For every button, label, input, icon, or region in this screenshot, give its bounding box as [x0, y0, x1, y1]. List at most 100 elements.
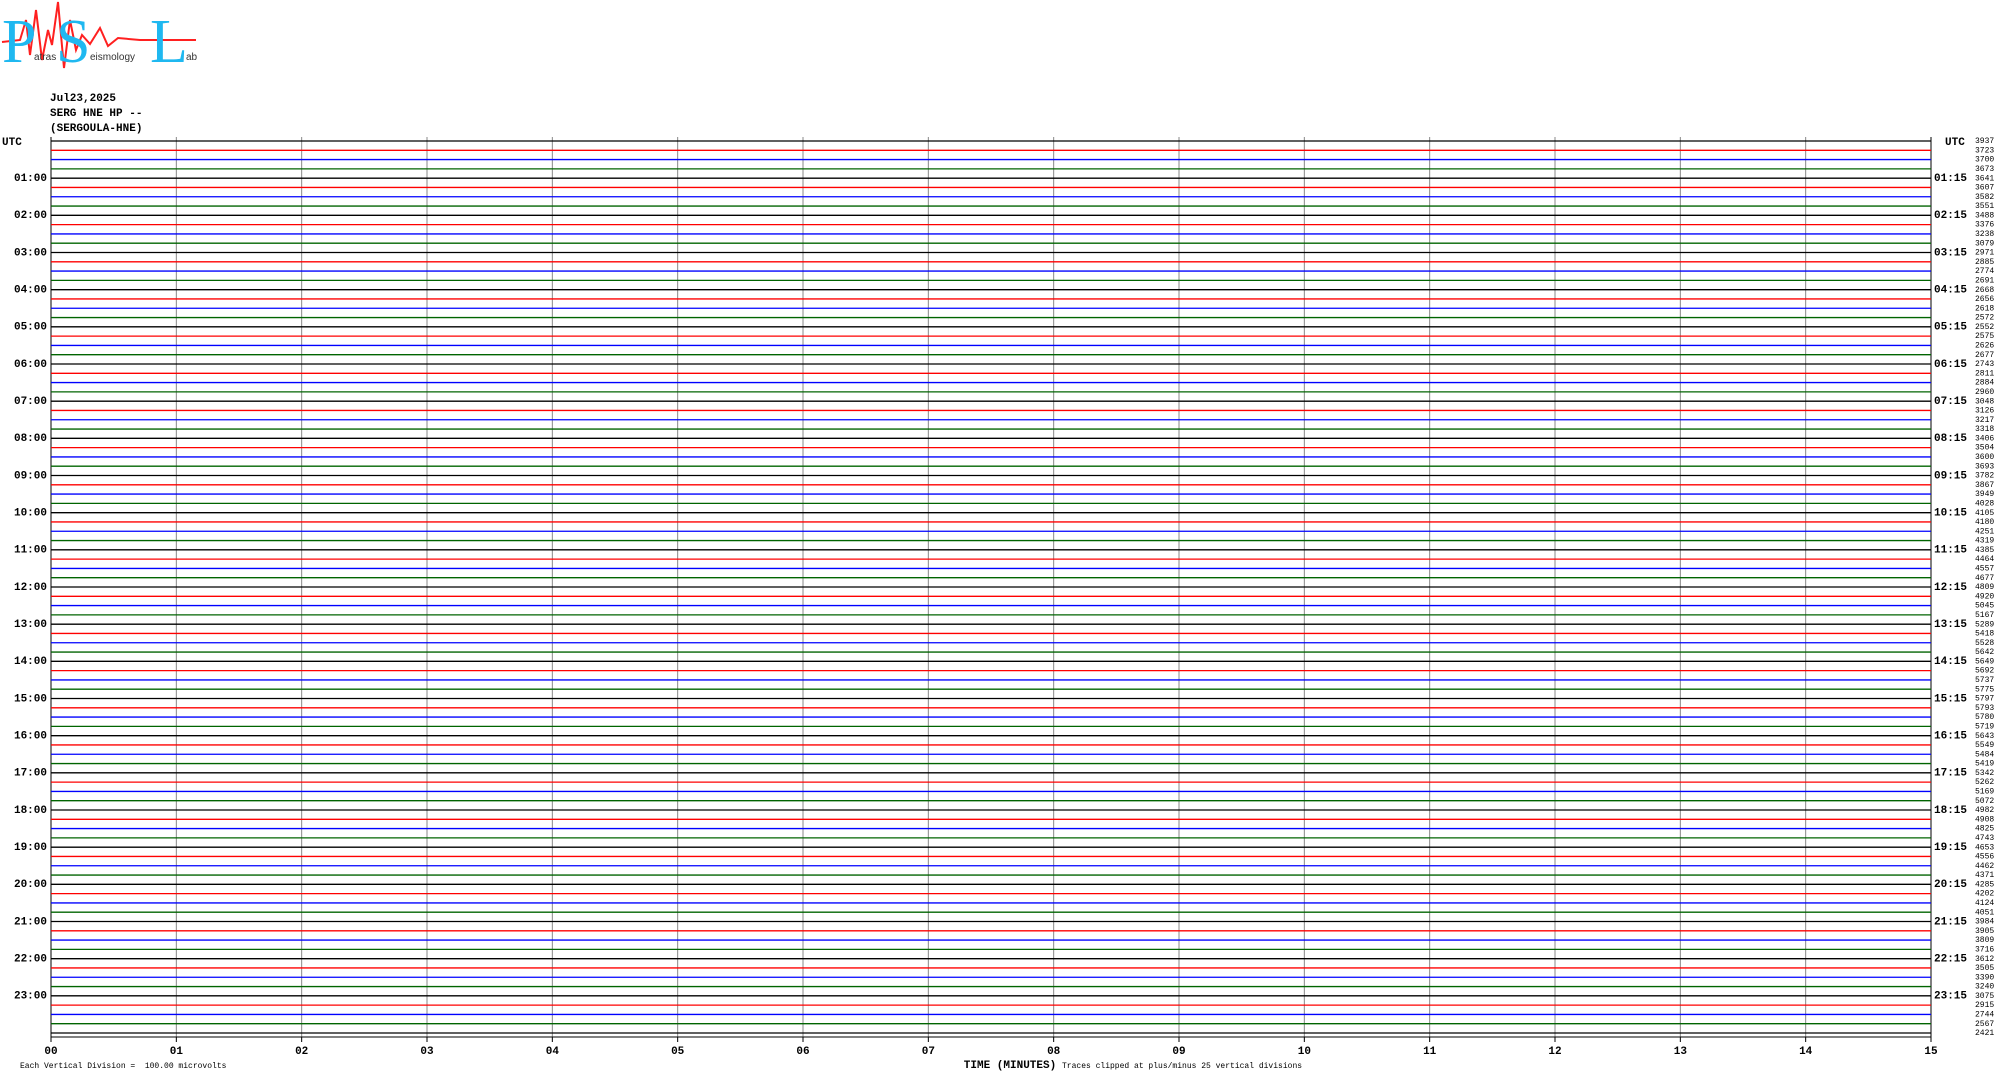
x-tick-label: 06	[796, 1046, 809, 1058]
logo: P atras S eismology L ab	[1, 1, 198, 76]
trace-count: 3782	[1975, 472, 1994, 481]
right-hour-label: 20:15	[1934, 879, 1967, 891]
right-hour-label: 03:15	[1934, 247, 1967, 259]
trace-count: 5797	[1975, 695, 1994, 704]
trace-count: 3075	[1975, 992, 1994, 1001]
left-hour-label: 07:00	[14, 396, 47, 408]
trace-count: 4809	[1975, 583, 1994, 592]
right-hour-label: 19:15	[1934, 842, 1967, 854]
right-hour-label: 17:15	[1934, 768, 1967, 780]
x-tick-label: 05	[671, 1046, 685, 1058]
trace-count: 4825	[1975, 825, 1994, 834]
trace-count: 5643	[1975, 732, 1994, 741]
trace-count: 3949	[1975, 490, 1994, 499]
trace-count: 4743	[1975, 834, 1994, 843]
trace-count: 4202	[1975, 890, 1994, 899]
trace-count: 3504	[1975, 444, 1994, 453]
trace-count: 2960	[1975, 388, 1994, 397]
trace-count: 3723	[1975, 146, 1994, 155]
right-hour-label: 12:15	[1934, 582, 1967, 594]
trace-count: 3600	[1975, 453, 1994, 462]
left-hour-label: 14:00	[14, 656, 47, 668]
trace-count: 2884	[1975, 379, 1994, 388]
trace-count: 5169	[1975, 788, 1994, 797]
trace-count: 3905	[1975, 927, 1994, 936]
trace-count: 5692	[1975, 667, 1994, 676]
trace-count: 2567	[1975, 1020, 1994, 1029]
trace-count: 2618	[1975, 304, 1994, 313]
right-hour-label: 21:15	[1934, 916, 1967, 928]
trace-count: 2668	[1975, 286, 1994, 295]
left-hour-label: 15:00	[14, 693, 47, 705]
trace-count: 2656	[1975, 295, 1994, 304]
trace-count: 4557	[1975, 565, 1994, 574]
trace-count: 4908	[1975, 815, 1994, 824]
clip-note: Traces clipped at plus/minus 25 vertical…	[1062, 1062, 1302, 1071]
trace-count: 3376	[1975, 221, 1994, 230]
trace-count: 3693	[1975, 462, 1994, 471]
trace-count: 2971	[1975, 249, 1994, 258]
x-tick-label: 07	[922, 1046, 935, 1058]
x-tick-label: 00	[44, 1046, 57, 1058]
left-hour-label: 03:00	[14, 247, 47, 259]
trace-count: 3937	[1975, 137, 1994, 146]
trace-count: 2572	[1975, 314, 1994, 323]
right-hour-label: 09:15	[1934, 470, 1967, 482]
right-hour-label: 14:15	[1934, 656, 1967, 668]
trace-count: 3406	[1975, 434, 1994, 443]
trace-count: 2691	[1975, 276, 1994, 285]
left-hour-label: 16:00	[14, 731, 47, 743]
trace-count: 4124	[1975, 899, 1994, 908]
trace-count: 4556	[1975, 853, 1994, 862]
trace-count: 5045	[1975, 602, 1994, 611]
trace-count: 5528	[1975, 639, 1994, 648]
trace-count: 2626	[1975, 342, 1994, 351]
trace-count: 3048	[1975, 397, 1994, 406]
trace-count: 5780	[1975, 713, 1994, 722]
x-tick-label: 13	[1674, 1046, 1688, 1058]
trace-count: 4051	[1975, 908, 1994, 917]
trace-count: 5419	[1975, 760, 1994, 769]
right-hour-label: 18:15	[1934, 805, 1967, 817]
trace-count: 5737	[1975, 676, 1994, 685]
right-hour-label: 06:15	[1934, 359, 1967, 371]
left-hour-label: 12:00	[14, 582, 47, 594]
site: (SERGOULA-HNE)	[50, 123, 142, 135]
trace-count: 3867	[1975, 481, 1994, 490]
scale-note: Each Vertical Division = 100.00 microvol…	[20, 1062, 227, 1071]
left-hour-label: 04:00	[14, 285, 47, 297]
trace-count: 5642	[1975, 648, 1994, 657]
right-hour-label: 13:15	[1934, 619, 1967, 631]
logo-letter: P	[2, 8, 36, 76]
right-hour-label: 23:15	[1934, 991, 1967, 1003]
left-hour-label: 10:00	[14, 508, 47, 520]
right-hour-label: 04:15	[1934, 285, 1967, 297]
trace-count: 2885	[1975, 258, 1994, 267]
trace-count: 5719	[1975, 722, 1994, 731]
left-hour-label: 11:00	[14, 545, 47, 557]
right-hour-label: 01:15	[1934, 173, 1967, 185]
right-hour-label: 10:15	[1934, 508, 1967, 520]
trace-count: 2774	[1975, 267, 1994, 276]
logo-letter: L	[150, 8, 188, 76]
left-hour-label: 01:00	[14, 173, 47, 185]
x-tick-label: 01	[170, 1046, 184, 1058]
logo-wave	[1, 1, 196, 69]
left-hour-label: 17:00	[14, 768, 47, 780]
right-hour-label: 22:15	[1934, 954, 1967, 966]
trace-count: 4319	[1975, 537, 1994, 546]
x-tick-label: 09	[1172, 1046, 1185, 1058]
trace-count: 2743	[1975, 360, 1994, 369]
trace-count: 4462	[1975, 862, 1994, 871]
trace-count: 4285	[1975, 880, 1994, 889]
right-hour-label: 07:15	[1934, 396, 1967, 408]
trace-count: 4385	[1975, 546, 1994, 555]
trace-count: 4180	[1975, 518, 1994, 527]
left-hour-label: 08:00	[14, 433, 47, 445]
trace-count: 3238	[1975, 230, 1994, 239]
trace-count: 3488	[1975, 211, 1994, 220]
left-hour-label: 06:00	[14, 359, 47, 371]
left-hour-label: 02:00	[14, 210, 47, 222]
logo-word: atras	[34, 52, 56, 63]
